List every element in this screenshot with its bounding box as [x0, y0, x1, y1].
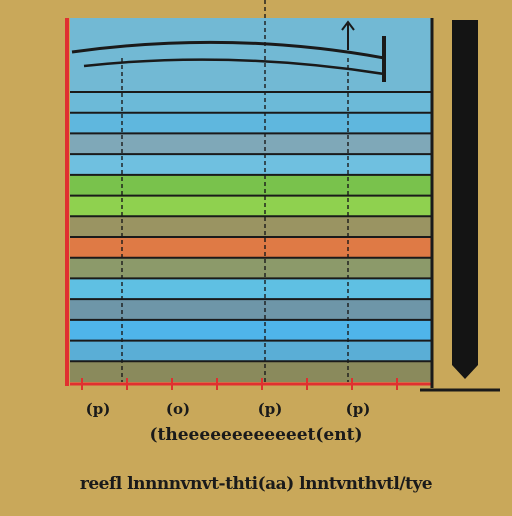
x-tick-label-4: (p) [346, 400, 371, 418]
chart-band-9 [70, 257, 432, 279]
side-legend-arrow-icon [452, 365, 478, 379]
chart-band-6 [70, 195, 432, 217]
chart-curve-upper [71, 40, 385, 60]
chart-band-4 [70, 154, 432, 175]
chart-band-1 [70, 92, 432, 113]
chart-band-12 [70, 319, 432, 341]
side-legend-bar [452, 20, 478, 365]
chart-up-arrow-icon [341, 20, 355, 31]
chart-band-3 [70, 133, 432, 155]
x-tick-label-2: (o) [166, 400, 190, 418]
chart-band-5 [70, 174, 432, 196]
x-axis-title: (theeeeeeeeeeeet(ent) [149, 425, 363, 445]
chart-top-region [70, 18, 432, 92]
chart-band-11 [70, 299, 432, 320]
chart-band-13 [70, 340, 432, 362]
chart-band-2 [70, 112, 432, 134]
chart-band-8 [70, 237, 432, 258]
chart-band-14 [70, 361, 432, 382]
x-tick-label-1: (p) [86, 400, 111, 418]
chart-band-10 [70, 278, 432, 300]
chart-band-7 [70, 216, 432, 237]
chart-curve-lower [83, 58, 385, 76]
x-tick-label-3: (p) [258, 400, 283, 418]
footer-caption: reefl lnnnnvnvt-thti(aa) lnntvnthvtl/tye [79, 474, 433, 494]
